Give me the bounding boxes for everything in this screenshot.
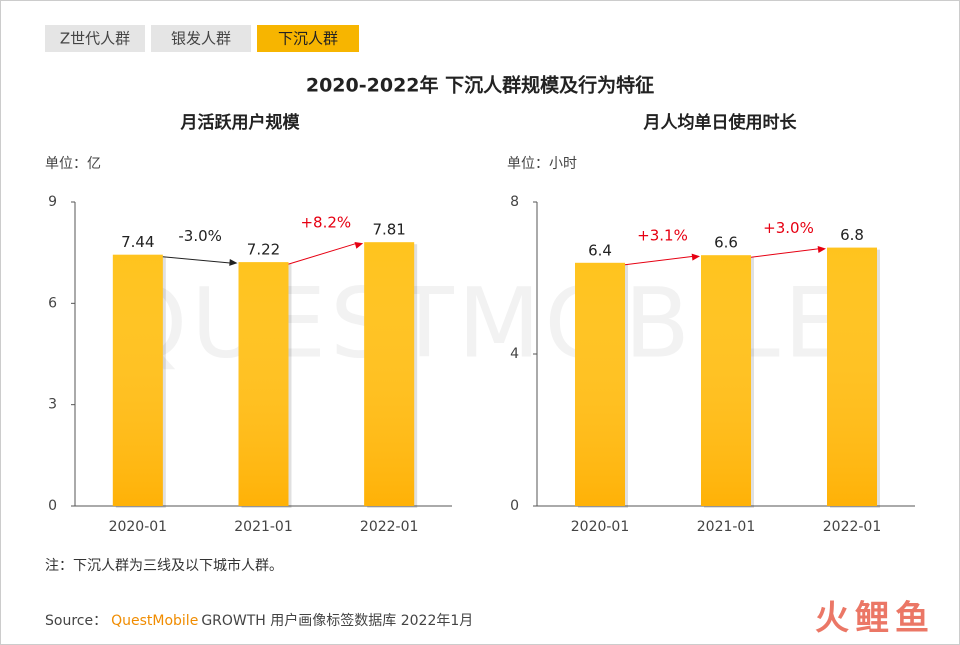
arrow-head [817, 246, 826, 253]
x-tick-label: 2020-01 [571, 519, 630, 535]
unit-label: 单位：小时 [507, 156, 577, 172]
bar-shade [112, 254, 163, 506]
arrow-head [354, 241, 364, 249]
source-prefix: Source： [45, 613, 107, 629]
change-label: +3.1% [637, 227, 688, 245]
value-label: 6.4 [588, 241, 612, 259]
logo: 火鲤鱼 [815, 599, 935, 639]
x-tick-label: 2022-01 [823, 519, 882, 535]
change-label: +8.2% [300, 214, 351, 232]
change-arrow [162, 256, 232, 264]
tab-bar: Z世代人群 银发人群 下沉人群 [45, 25, 359, 52]
change-arrow [288, 242, 358, 265]
bar-shade [238, 262, 289, 506]
note: 注：下沉人群为三线及以下城市人群。 [45, 557, 283, 574]
tab[interactable] [45, 25, 145, 52]
value-label: 6.8 [840, 226, 864, 244]
change-label: -3.0% [178, 227, 222, 245]
value-label: 6.6 [714, 234, 738, 252]
chart-title: 月活跃用户规模 [180, 112, 301, 133]
source-rest: GROWTH 用户画像标签数据库 2022年1月 [201, 612, 473, 629]
change-arrow [750, 248, 821, 258]
x-tick-label: 2020-01 [109, 519, 168, 535]
y-tick-label: 9 [48, 194, 57, 210]
tab-label[interactable]: Z世代人群 [60, 30, 130, 48]
y-tick-label: 4 [510, 346, 519, 362]
bar-shade [827, 247, 877, 506]
bar-shade [701, 255, 751, 506]
tab-label[interactable]: 银发人群 [171, 30, 231, 48]
chart-title: 月人均单日使用时长 [643, 112, 798, 133]
source: Source： QuestMobile GROWTH 用户画像标签数据库 2022年… [45, 612, 473, 629]
source-brand: QuestMobile [111, 613, 198, 629]
page-title: 2020-2022年 下沉人群规模及行为特征 [306, 74, 654, 97]
x-tick-label: 2021-01 [697, 519, 756, 535]
tab[interactable] [257, 25, 359, 52]
y-tick-label: 3 [48, 397, 57, 413]
bar-shade [575, 262, 625, 506]
y-tick-label: 6 [48, 295, 57, 311]
value-label: 7.22 [247, 241, 280, 259]
x-tick-label: 2021-01 [234, 519, 293, 535]
arrow-head [691, 253, 700, 261]
arrow-head [229, 258, 238, 266]
change-arrow [624, 255, 695, 266]
y-tick-label: 8 [510, 194, 519, 210]
x-tick-label: 2022-01 [360, 519, 419, 535]
value-label: 7.81 [372, 221, 405, 239]
change-label: +3.0% [763, 219, 814, 237]
y-tick-label: 0 [510, 498, 519, 514]
value-label: 7.44 [121, 233, 154, 251]
bar-shade [364, 242, 415, 506]
y-tick-label: 0 [48, 498, 57, 514]
tab-label[interactable]: 下沉人群 [278, 30, 338, 48]
unit-label: 单位：亿 [45, 156, 101, 172]
tab[interactable] [151, 25, 251, 52]
